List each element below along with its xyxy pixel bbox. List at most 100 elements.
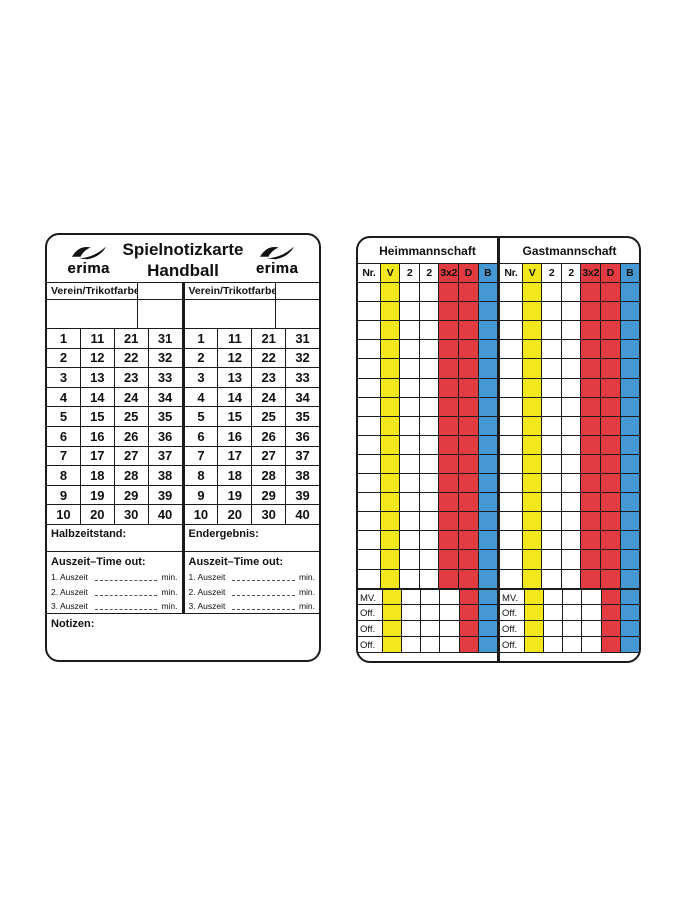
player-number-cell: 6 xyxy=(47,426,81,446)
player-number-cell: 32 xyxy=(157,350,173,366)
player-number-cell: 3 xyxy=(185,368,219,387)
penalty-data-row xyxy=(500,283,639,303)
penalty-cell xyxy=(500,378,523,397)
timeout-line: 3. Auszeit min. xyxy=(51,600,178,615)
column-header-2: 2 xyxy=(419,264,440,283)
penalty-cell xyxy=(620,454,639,474)
penalty-cell xyxy=(600,416,621,435)
penalty-cell xyxy=(478,474,498,493)
player-number-cell: 20 xyxy=(81,505,115,524)
timeout-header: Auszeit–Time out: xyxy=(188,555,284,568)
penalty-cell xyxy=(439,435,459,454)
official-cell xyxy=(524,604,544,620)
penalty-cell xyxy=(439,493,459,512)
timeout-section: Auszeit–Time out: 1. Auszeit min. 2. Ausze… xyxy=(47,552,182,613)
penalty-cell xyxy=(478,321,498,340)
column-header-3x2: 3x2 xyxy=(581,264,601,283)
player-number-cell: 4 xyxy=(185,387,219,407)
timeout-lines: 1. Auszeit min. 2. Auszeit min. 3. Auszeit mi… xyxy=(51,571,178,615)
penalty-cell xyxy=(561,493,582,512)
penalty-cell xyxy=(478,550,498,569)
penalty-cell xyxy=(478,569,498,588)
timeout-unit-label: min. xyxy=(161,601,178,612)
official-cell xyxy=(620,636,639,652)
player-number-cell: 1 xyxy=(47,329,81,348)
penalty-cell xyxy=(478,397,498,416)
penalty-cell xyxy=(500,435,523,454)
timeout-unit-label: min. xyxy=(161,586,178,597)
penalty-cell xyxy=(358,416,381,435)
penalty-cell xyxy=(458,474,479,493)
penalty-cell xyxy=(458,340,479,359)
player-number-cell: 30 xyxy=(115,505,149,524)
official-cell xyxy=(601,604,621,620)
number-grid-row: 5 15 25 35 xyxy=(47,407,182,427)
penalty-cell xyxy=(358,493,381,512)
timeout-line-label: 1. Auszeit xyxy=(51,572,88,583)
player-number-cell: 12 xyxy=(81,348,115,368)
column-header-v: V xyxy=(522,264,543,283)
penalty-cell xyxy=(561,416,582,435)
player-number-cell: 25 xyxy=(252,407,287,426)
official-cell xyxy=(543,620,564,636)
number-grid-row: 3 13 23 33 xyxy=(47,368,182,388)
player-number-cell: 15 xyxy=(81,407,115,426)
club-color-cell xyxy=(138,300,181,328)
timeout-line-label: 1. Auszeit xyxy=(188,572,226,583)
penalty-data-row xyxy=(358,378,498,398)
penalty-cell xyxy=(620,416,639,435)
number-grid-row: 7 17 27 37 xyxy=(47,446,182,467)
penalty-cell xyxy=(581,435,601,454)
penalty-cell xyxy=(561,397,582,416)
official-cell xyxy=(459,620,479,636)
player-number-cell: 22 xyxy=(252,348,287,368)
penalty-cell xyxy=(439,416,459,435)
penalty-cell xyxy=(561,569,582,588)
number-grid-row: 2 12 22 32 xyxy=(184,348,319,369)
column-header-2: 2 xyxy=(400,264,420,283)
official-cell xyxy=(620,620,639,636)
penalty-cell xyxy=(522,569,543,588)
official-cell xyxy=(582,589,602,604)
penalty-cell xyxy=(358,378,381,397)
penalty-cell xyxy=(522,493,543,512)
penalty-cell xyxy=(400,397,420,416)
official-row-label: Off. xyxy=(358,636,383,652)
penalty-cell xyxy=(380,321,401,340)
penalty-cell xyxy=(439,397,459,416)
penalty-cell xyxy=(358,302,381,321)
player-number-cell: 25 xyxy=(115,407,149,426)
official-cell xyxy=(440,620,460,636)
player-number-cell: 21 xyxy=(252,329,287,348)
official-row-label: MV. xyxy=(358,589,383,604)
player-number-cell: 8 xyxy=(47,466,81,485)
club-header-row: Verein/Trikotfarbe xyxy=(184,283,319,300)
penalty-cell xyxy=(620,569,639,588)
erima-logo-icon xyxy=(71,246,106,260)
penalty-cell xyxy=(439,359,459,378)
penalty-data-row xyxy=(358,321,498,341)
player-number-cell: 10 xyxy=(47,505,81,524)
official-cell xyxy=(582,604,602,620)
penalty-cell xyxy=(600,493,621,512)
player-number-cell: 23 xyxy=(252,368,287,387)
penalty-cell xyxy=(600,359,621,378)
penalty-cell xyxy=(542,397,562,416)
club-header-row: Verein/Trikotfarbe xyxy=(47,283,182,300)
column-header-d: D xyxy=(600,264,621,283)
penalty-cell xyxy=(380,569,401,588)
penalty-cell xyxy=(400,454,420,474)
player-number-cell: 16 xyxy=(218,426,253,446)
penalty-cell xyxy=(419,435,440,454)
teams-section: Verein/Trikotfarbe 1 11 21 31 2 12 22 32 3 13 23 33… xyxy=(47,283,319,613)
penalty-cell xyxy=(478,359,498,378)
penalty-cell xyxy=(620,397,639,416)
penalty-cell xyxy=(600,397,621,416)
official-cell xyxy=(421,636,441,652)
player-number-cell: 9 xyxy=(185,485,219,505)
penalty-cell xyxy=(439,283,459,302)
penalty-cell xyxy=(581,416,601,435)
penalty-cell xyxy=(458,493,479,512)
penalty-cell xyxy=(542,321,562,340)
player-number-cell: 35 xyxy=(157,409,173,425)
